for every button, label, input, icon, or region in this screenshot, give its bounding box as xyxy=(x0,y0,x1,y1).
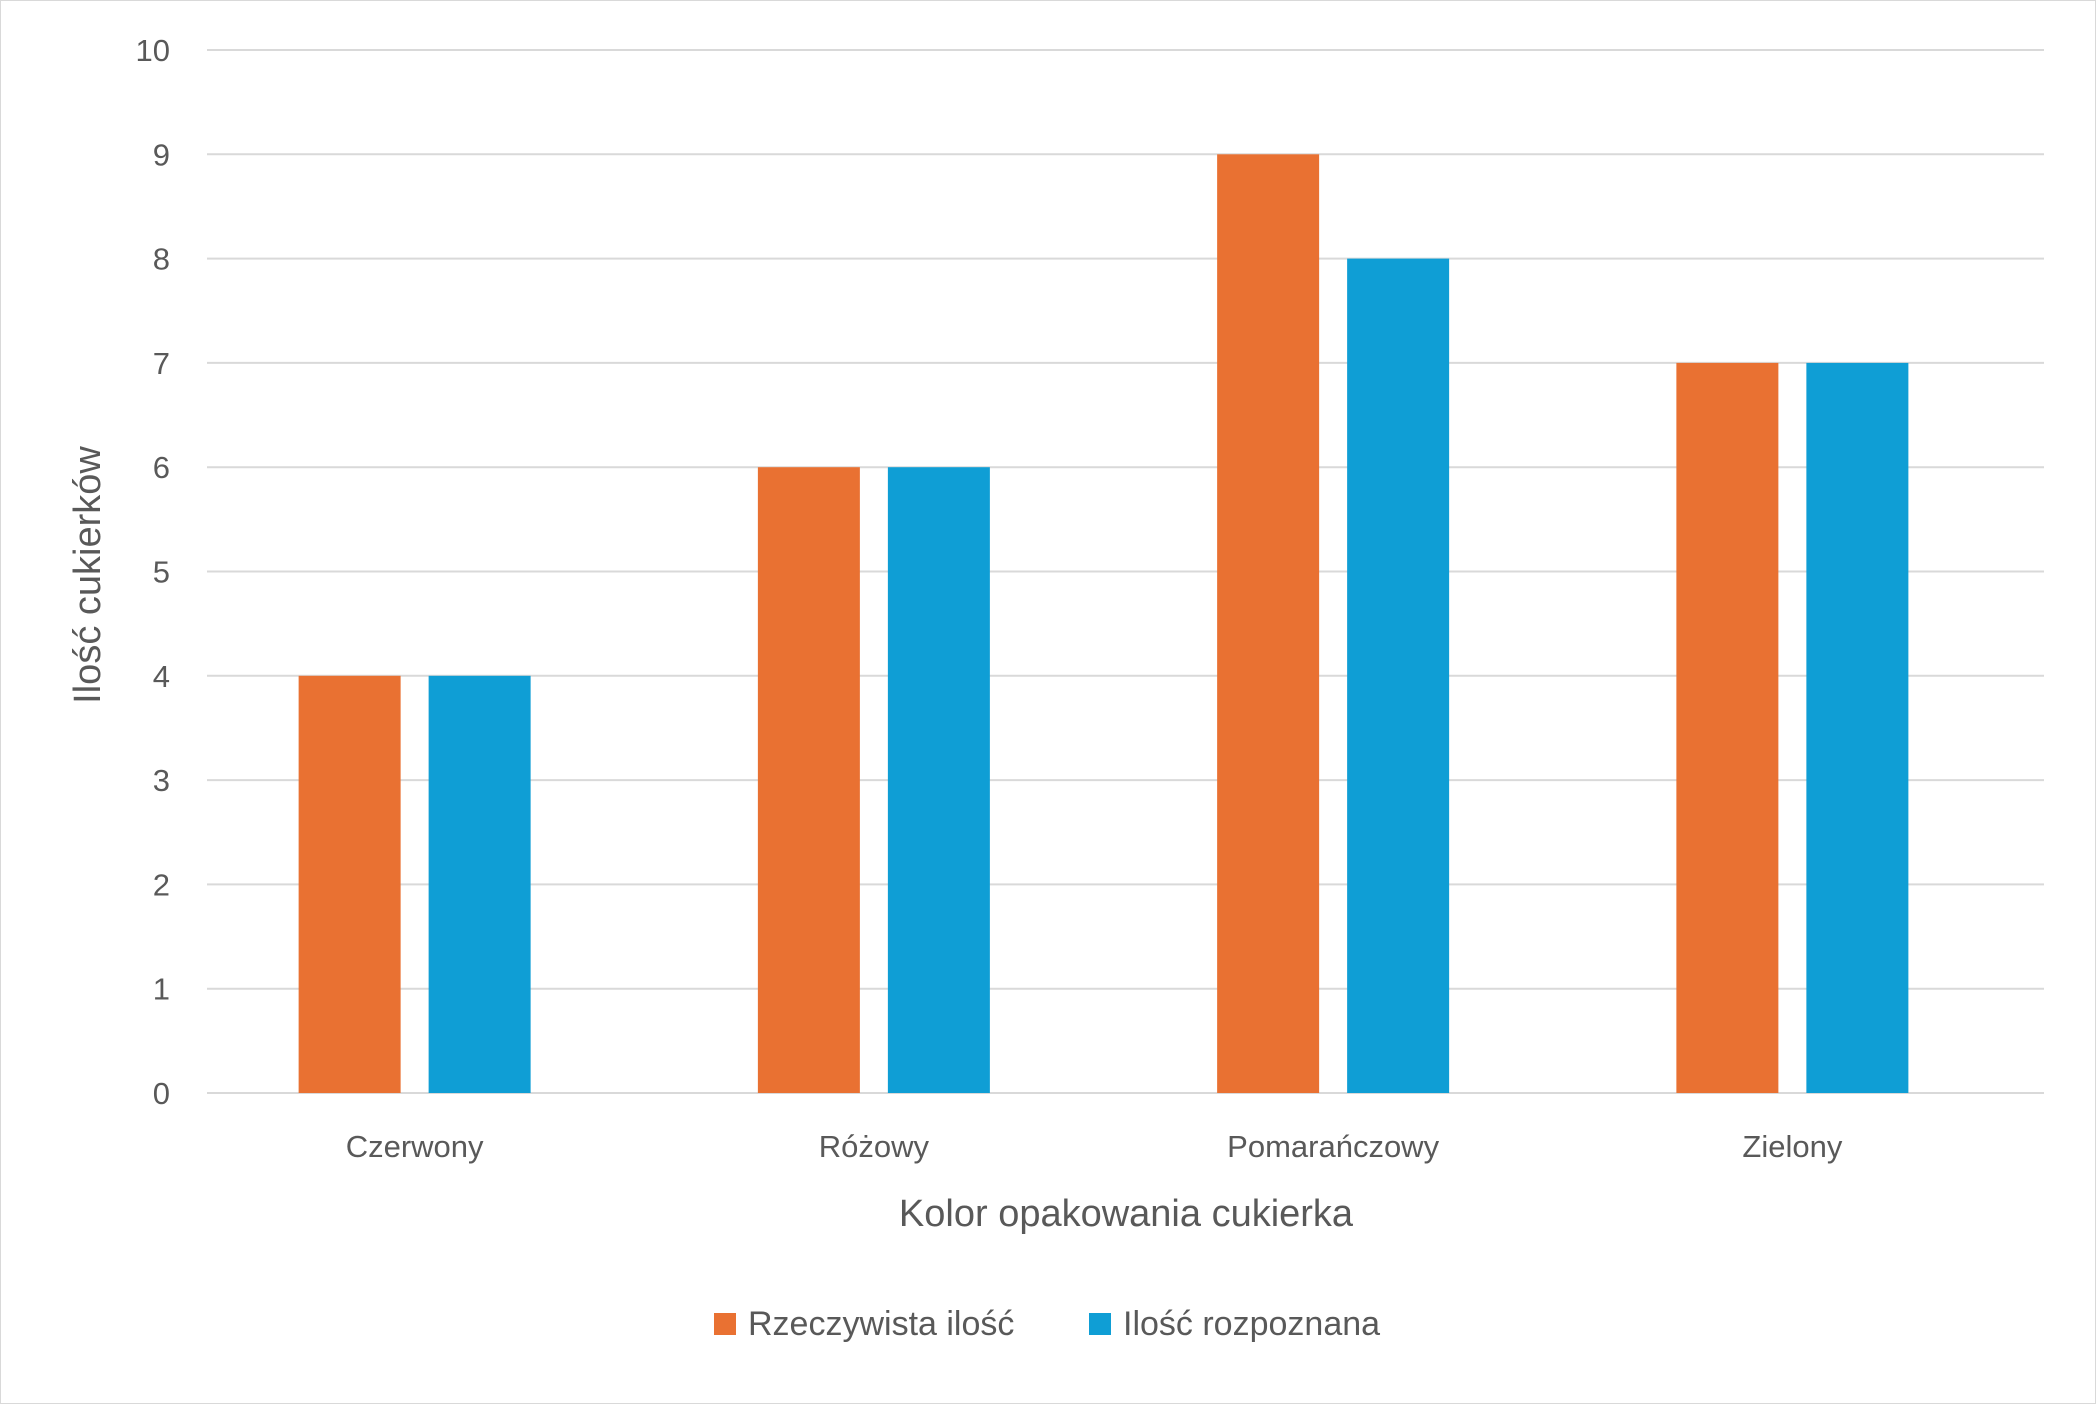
y-tick-label: 0 xyxy=(153,1076,170,1111)
bar-czerwony-series-2 xyxy=(428,675,531,1093)
y-tick-label: 10 xyxy=(136,33,170,68)
x-tick-label: Czerwony xyxy=(346,1129,484,1164)
bar-zielony-series-2 xyxy=(1806,362,1909,1093)
x-tick-label: Zielony xyxy=(1742,1129,1842,1164)
bars xyxy=(298,154,1909,1094)
y-axis-title: Ilość cukierków xyxy=(67,446,109,704)
bar-zielony-series-1 xyxy=(1676,362,1779,1093)
y-tick-label: 8 xyxy=(153,242,170,277)
y-tick-label: 6 xyxy=(153,450,170,485)
bar-różowy-series-1 xyxy=(757,467,860,1093)
legend-swatch xyxy=(714,1313,736,1335)
legend-label: Ilość rozpoznana xyxy=(1123,1305,1380,1343)
legend: Rzeczywista ilość Ilość rozpoznana xyxy=(714,1305,1380,1343)
bar-pomarańczowy-series-2 xyxy=(1347,258,1450,1094)
legend-swatch xyxy=(1089,1313,1111,1335)
y-tick-label: 9 xyxy=(153,137,170,172)
bar-pomarańczowy-series-1 xyxy=(1217,154,1320,1094)
x-axis-ticks: Czerwony Różowy Pomarańczowy Zielony xyxy=(346,1129,1843,1164)
x-axis-title: Kolor opakowania cukierka xyxy=(899,1193,1354,1235)
y-tick-label: 7 xyxy=(153,346,170,381)
y-tick-label: 5 xyxy=(153,555,170,590)
legend-label: Rzeczywista ilość xyxy=(748,1305,1014,1343)
y-tick-label: 2 xyxy=(153,867,170,902)
y-tick-label: 4 xyxy=(153,659,170,694)
bar-różowy-series-2 xyxy=(887,467,990,1093)
y-tick-label: 3 xyxy=(153,763,170,798)
x-tick-label: Pomarańczowy xyxy=(1227,1129,1439,1164)
y-axis-ticks: 0 1 2 3 4 5 6 7 8 9 10 xyxy=(136,33,170,1111)
bar-czerwony-series-1 xyxy=(298,675,401,1093)
x-tick-label: Różowy xyxy=(819,1129,930,1164)
y-tick-label: 1 xyxy=(153,972,170,1007)
